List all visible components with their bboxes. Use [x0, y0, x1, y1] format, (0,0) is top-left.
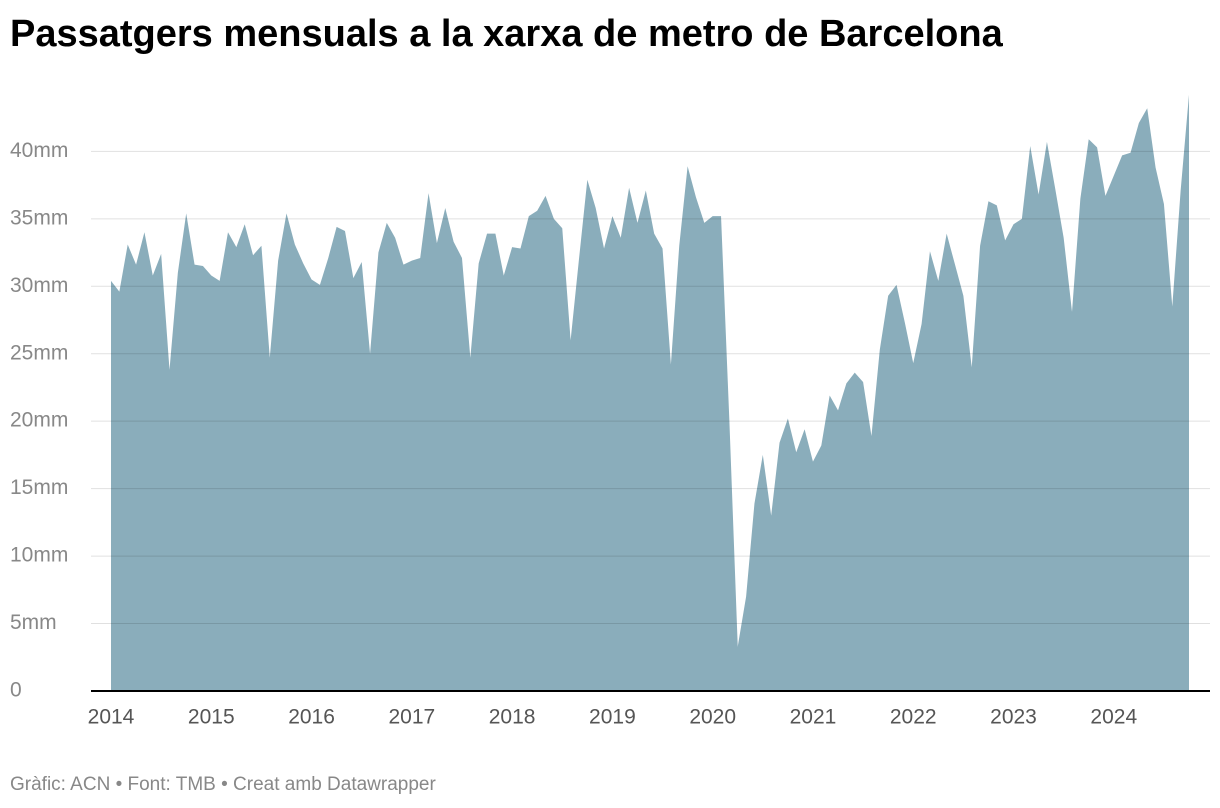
- x-tick-label: 2019: [589, 706, 636, 729]
- y-tick-label: 0: [10, 679, 22, 702]
- y-tick-label: 10mm: [10, 544, 68, 567]
- y-tick-label: 30mm: [10, 274, 68, 297]
- x-tick-label: 2014: [88, 706, 135, 729]
- x-tick-label: 2024: [1090, 706, 1137, 729]
- x-tick-label: 2017: [388, 706, 435, 729]
- x-tick-label: 2022: [890, 706, 937, 729]
- x-tick-label: 2021: [790, 706, 837, 729]
- source-note: Gràfic: ACN • Font: TMB • Creat amb Data…: [10, 774, 436, 795]
- y-tick-label: 15mm: [10, 476, 68, 499]
- y-tick-label: 35mm: [10, 206, 68, 229]
- x-tick-label: 2016: [288, 706, 335, 729]
- chart-title: Passatgers mensuals a la xarxa de metro …: [10, 13, 1004, 55]
- x-tick-label: 2015: [188, 706, 235, 729]
- x-tick-label: 2020: [689, 706, 736, 729]
- y-tick-label: 20mm: [10, 409, 68, 432]
- area: [111, 94, 1189, 692]
- y-tick-label: 5mm: [10, 611, 57, 634]
- x-tick-label: 2018: [489, 706, 536, 729]
- y-tick-label: 40mm: [10, 139, 68, 162]
- y-tick-label: 25mm: [10, 341, 68, 364]
- x-tick-label: 2023: [990, 706, 1037, 729]
